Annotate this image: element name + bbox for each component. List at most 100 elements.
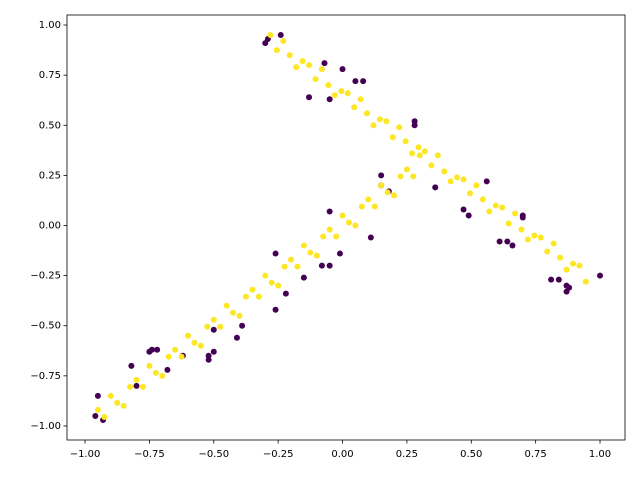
point — [127, 383, 134, 390]
point — [223, 302, 230, 309]
point — [249, 286, 256, 293]
point — [94, 392, 101, 399]
point — [239, 322, 246, 329]
point — [312, 76, 319, 83]
point — [318, 66, 325, 73]
point — [499, 204, 506, 211]
point — [357, 96, 364, 103]
point — [432, 184, 439, 191]
point — [544, 248, 551, 255]
point — [389, 134, 396, 141]
point — [512, 210, 519, 217]
point — [384, 189, 391, 196]
point — [518, 226, 525, 233]
point — [338, 88, 345, 95]
x-tick-label: −1.00 — [70, 449, 101, 460]
point — [352, 78, 359, 85]
point — [569, 260, 576, 267]
point — [306, 94, 313, 101]
y-tick-label: −0.50 — [30, 321, 61, 332]
point — [233, 334, 240, 341]
point — [146, 362, 153, 369]
point — [197, 342, 204, 349]
point — [358, 203, 365, 210]
x-tick-label: 1.00 — [589, 449, 611, 460]
point — [344, 90, 351, 97]
point — [434, 152, 441, 159]
point — [280, 38, 287, 45]
point — [415, 144, 422, 151]
point — [460, 206, 467, 213]
y-tick-label: −1.00 — [30, 421, 61, 432]
point — [272, 250, 279, 257]
point — [133, 376, 140, 383]
point — [397, 173, 404, 180]
point — [563, 266, 570, 273]
point — [537, 234, 544, 241]
point — [496, 238, 503, 245]
point — [326, 208, 333, 215]
point — [262, 272, 269, 279]
y-tick-label: −0.25 — [30, 271, 61, 282]
point — [101, 413, 108, 420]
point — [268, 279, 275, 286]
point — [321, 60, 328, 67]
point — [352, 222, 359, 229]
point — [367, 234, 374, 241]
point — [339, 66, 346, 73]
plot-frame — [66, 14, 626, 441]
point — [345, 219, 352, 226]
point — [230, 309, 237, 316]
x-tick-label: −0.75 — [134, 449, 165, 460]
point — [255, 293, 262, 300]
point — [555, 276, 562, 283]
y-tick-label: 0.50 — [39, 120, 61, 131]
point — [460, 176, 467, 183]
point — [365, 196, 372, 203]
point — [277, 32, 284, 39]
y-tick-label: 0.00 — [39, 220, 61, 231]
point — [363, 110, 370, 117]
point — [396, 124, 403, 131]
point — [272, 306, 279, 313]
point — [339, 212, 346, 219]
point — [107, 392, 114, 399]
point — [325, 82, 332, 89]
point — [509, 242, 516, 249]
y-tick-label: −0.75 — [30, 371, 61, 382]
point — [154, 346, 161, 353]
point — [454, 174, 461, 181]
point — [466, 190, 473, 197]
x-tick-label: −0.25 — [263, 449, 294, 460]
point — [120, 402, 127, 409]
point — [273, 47, 280, 54]
point — [402, 138, 409, 145]
point — [416, 152, 423, 159]
point — [333, 233, 340, 240]
point — [326, 96, 333, 103]
point — [318, 262, 325, 269]
point — [473, 182, 480, 189]
point — [479, 196, 486, 203]
point — [205, 356, 212, 363]
point — [563, 288, 570, 295]
point — [300, 242, 307, 249]
point — [139, 383, 146, 390]
x-tick-label: 0.00 — [331, 449, 353, 460]
point — [550, 240, 557, 247]
point — [360, 78, 367, 85]
y-tick-label: 0.25 — [39, 170, 61, 181]
point — [275, 282, 282, 289]
point — [519, 214, 526, 221]
point — [486, 208, 493, 215]
x-tick-label: −0.50 — [198, 449, 229, 460]
point — [210, 326, 217, 333]
point — [505, 220, 512, 227]
point — [524, 236, 531, 243]
y-tick-label: 0.75 — [39, 70, 61, 81]
point — [281, 263, 288, 270]
point — [441, 168, 448, 175]
point — [421, 148, 428, 155]
point — [371, 203, 378, 210]
